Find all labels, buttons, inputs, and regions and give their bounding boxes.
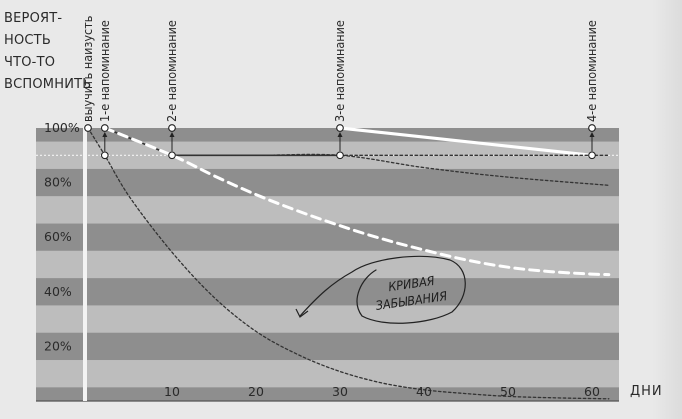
annotation-loop <box>299 255 466 324</box>
data-point-marker <box>100 151 109 160</box>
event-label: 1-е напоминание <box>97 20 112 122</box>
y-axis-title-line: ВЕРОЯТ- <box>4 11 63 26</box>
page-edge-shadow <box>652 0 682 419</box>
event-label: 3-е напоминание <box>332 20 347 122</box>
series-line-dark-dotted <box>171 153 610 186</box>
reminder-arrowhead <box>589 132 595 137</box>
y-axis-title-line: НОСТЬ <box>4 33 51 48</box>
x-tick-label: 30 <box>332 384 348 399</box>
annotation-text: КРИВАЯ <box>387 273 435 294</box>
data-point-marker <box>168 151 176 160</box>
background-band <box>36 196 619 224</box>
event-label: выучить наизусть <box>80 16 95 122</box>
y-tick-label: 20% <box>44 338 72 353</box>
data-point-marker <box>336 151 344 160</box>
annotation-arrowhead <box>295 308 309 318</box>
y-axis-title-line: ВСПОМНИТЬ <box>4 77 92 92</box>
x-tick-label: 40 <box>416 384 432 399</box>
reminder-arrowhead <box>169 132 175 137</box>
series-line-white-dashed <box>103 126 611 277</box>
reminder-markers: выучить наизусть 1-е напоминание 2-е напом… <box>80 16 599 160</box>
event-label: 2-е напоминание <box>164 20 179 122</box>
plot-background-bands <box>36 128 619 401</box>
data-point-marker <box>588 151 596 160</box>
background-band <box>36 250 619 279</box>
background-band <box>36 332 619 361</box>
series-line-white-solid <box>338 126 594 157</box>
y-axis-title: ВЕРОЯТ- НОСТЬ ЧТО-ТО ВСПОМНИТЬ <box>4 8 91 96</box>
reminder-arrowhead <box>102 132 108 137</box>
background-band <box>36 305 619 333</box>
background-band <box>36 223 619 251</box>
x-axis-title: ДНИ <box>630 384 663 399</box>
y-tick-label: 40% <box>44 284 72 299</box>
y-tick-label: 80% <box>44 175 72 190</box>
background-band <box>36 387 619 401</box>
y-axis-title-line: ЧТО-ТО <box>4 55 56 70</box>
x-tick-label: 10 <box>164 384 180 399</box>
x-tick-label: 50 <box>500 384 516 399</box>
start-vertical-bar <box>83 126 87 401</box>
background-band <box>36 168 619 197</box>
x-tick-label: 20 <box>248 384 264 399</box>
data-point-marker <box>168 124 176 132</box>
axis-ticks: 20% 40% 60% 80% 100% 10 20 30 40 50 60 <box>44 120 600 399</box>
event-label: 4-е напоминание <box>584 20 599 122</box>
x-tick-label: 60 <box>584 384 600 399</box>
data-point-marker <box>336 124 344 132</box>
data-point-marker <box>588 124 596 132</box>
data-point-marker <box>100 124 109 132</box>
y-tick-label: 100% <box>44 120 80 135</box>
y-tick-label: 60% <box>44 229 72 244</box>
background-band <box>36 360 619 388</box>
data-point-marker <box>84 124 92 132</box>
background-band <box>36 128 619 142</box>
reminder-arrowhead <box>337 132 343 137</box>
background-band <box>36 278 619 306</box>
